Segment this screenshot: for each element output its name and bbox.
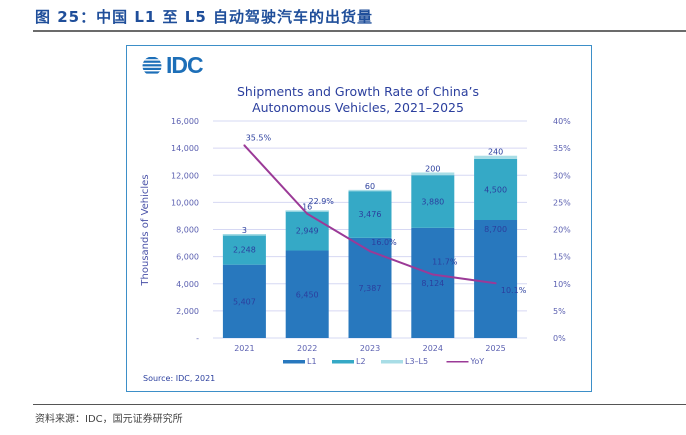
legend-swatch-yoy (446, 361, 469, 363)
data-label: 60 (365, 182, 375, 191)
x-tick-label: 2022 (297, 344, 317, 353)
y-tick-label: 6,000 (176, 253, 199, 262)
bar-l3-l5-2024 (411, 172, 455, 176)
legend-swatch-l1 (283, 360, 305, 364)
data-label: 8,124 (421, 279, 444, 288)
legend-label: L2 (356, 357, 366, 366)
y2-tick-label: 40% (553, 117, 571, 126)
yoy-point (306, 212, 309, 215)
legend-swatch-l3-l5 (381, 360, 403, 364)
data-label: 240 (488, 148, 503, 157)
data-label: 2,248 (233, 245, 256, 254)
x-tick-label: 2024 (423, 344, 443, 353)
data-label: 4,500 (484, 185, 507, 194)
data-label: 7,387 (359, 284, 382, 293)
y-tick-label: 2,000 (176, 307, 199, 316)
legend-swatch-l2 (332, 360, 354, 364)
bar-l1-2021 (222, 264, 266, 338)
bar-l3-l5-2023 (348, 189, 392, 192)
y-tick-label: - (196, 334, 199, 343)
chart-title-line-2: Autonomous Vehicles, 2021–2025 (252, 100, 464, 115)
y-tick-label: 14,000 (171, 144, 199, 153)
data-label: 16 (302, 202, 312, 211)
yoy-label: 35.5% (246, 133, 272, 142)
yoy-point (369, 250, 371, 253)
y2-tick-label: 5% (553, 307, 566, 316)
data-label: 3,880 (421, 198, 444, 207)
bar-l1-2024 (411, 227, 455, 338)
yoy-label: 22.9% (308, 197, 334, 206)
idc-globe-icon (142, 56, 162, 74)
bar-l2-2023 (348, 190, 392, 238)
bar-l1-2023 (348, 237, 392, 338)
yoy-label: 11.7% (432, 258, 458, 267)
footer-divider (33, 404, 686, 405)
y-tick-label: 8,000 (176, 226, 199, 235)
yoy-label: 16.0% (371, 238, 397, 247)
title-divider (33, 30, 686, 32)
y2-tick-label: 0% (553, 334, 566, 343)
x-tick-label: 2021 (234, 344, 254, 353)
source-note: 资料来源：IDC，国元证券研究所 (35, 414, 183, 425)
y-tick-label: 16,000 (171, 117, 199, 126)
y2-tick-label: 25% (553, 198, 571, 207)
figure-title: 图 25：中国 L1 至 L5 自动驾驶汽车的出货量 (35, 8, 373, 26)
bar-l2-2022 (285, 210, 329, 251)
bar-l3-l5-2021 (222, 234, 266, 236)
legend-label: L1 (307, 357, 317, 366)
y2-tick-label: 35% (553, 144, 571, 153)
bar-l2-2021 (222, 234, 266, 265)
bar-l2-2025 (474, 158, 518, 221)
yoy-point (243, 144, 246, 147)
yoy-label: 10.1% (501, 286, 527, 295)
y2-tick-label: 30% (553, 171, 571, 180)
x-tick-label: 2023 (360, 344, 380, 353)
chart-source: Source: IDC, 2021 (143, 374, 215, 383)
data-label: 200 (425, 164, 440, 173)
data-label: 6,450 (296, 290, 319, 299)
data-label: 2,949 (296, 227, 319, 236)
chart-title-line-1: Shipments and Growth Rate of China’s (237, 84, 479, 99)
yoy-point (431, 273, 434, 276)
y-tick-label: 4,000 (176, 280, 199, 289)
chart-frame (126, 45, 592, 392)
y-tick-label: 10,000 (171, 198, 199, 207)
data-label: 8,700 (484, 225, 507, 234)
yoy-point (494, 282, 497, 285)
legend-label: L3–L5 (405, 357, 428, 366)
y2-tick-label: 10% (553, 280, 571, 289)
data-label: 5,407 (233, 297, 256, 306)
data-label: 3,476 (359, 210, 382, 219)
y2-tick-label: 20% (553, 226, 571, 235)
bar-l2-2024 (411, 175, 455, 228)
data-label: 3 (242, 226, 247, 235)
legend-label: YoY (470, 357, 485, 366)
idc-logo: IDC (140, 52, 204, 79)
y-axis-label: Thousands of Vehicles (140, 174, 151, 286)
x-tick-label: 2025 (485, 344, 505, 353)
idc-logo-text: IDC (166, 52, 204, 78)
bar-l3-l5-2025 (474, 155, 518, 159)
bar-l1-2022 (285, 250, 329, 338)
bar-l3-l5-2022 (285, 210, 329, 212)
y-tick-label: 12,000 (171, 171, 199, 180)
bar-l1-2025 (474, 220, 518, 338)
y2-tick-label: 15% (553, 253, 571, 262)
